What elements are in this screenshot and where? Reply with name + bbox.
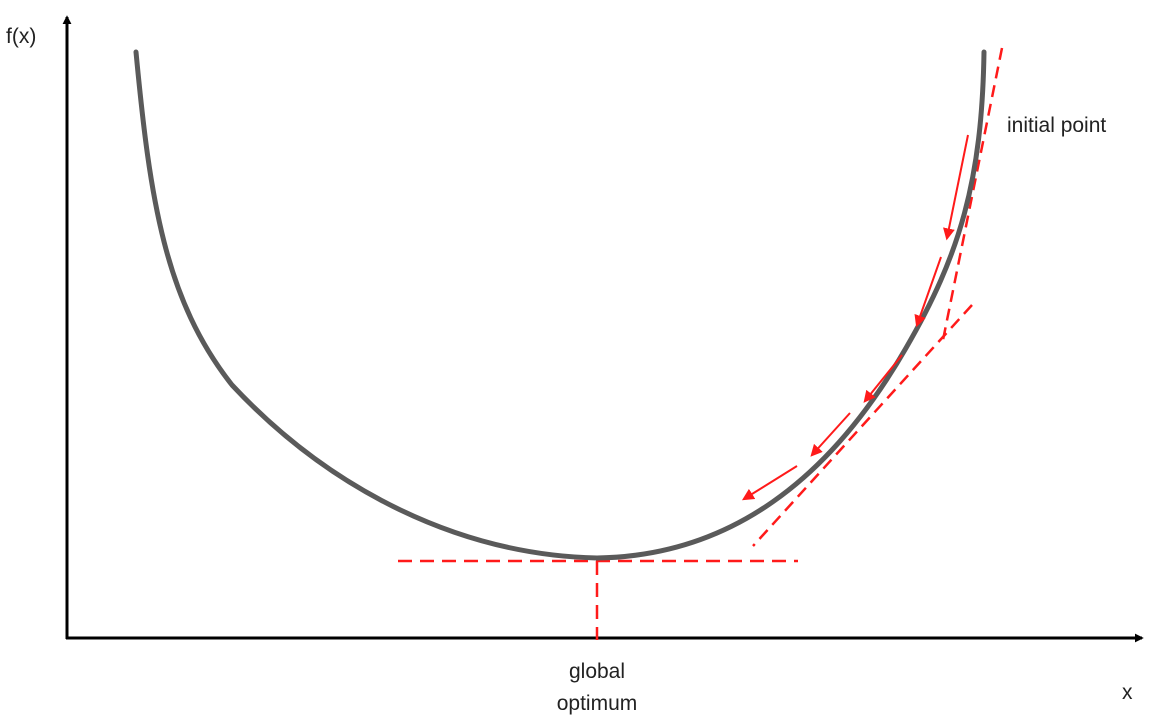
y-axis-label: f(x) <box>6 25 36 48</box>
step-arrow-2 <box>914 256 942 328</box>
step-arrow-4 <box>810 412 851 457</box>
function-curve <box>133 49 987 561</box>
global-optimum-label-line1: global <box>569 660 625 683</box>
initial-point-label: initial point <box>1007 114 1106 137</box>
descent-arrows <box>741 134 969 501</box>
step-arrow-3 <box>863 354 903 403</box>
x-axis-label: x <box>1122 681 1133 704</box>
steep-tangent-line <box>941 47 1004 341</box>
step-arrow-5 <box>741 465 798 501</box>
step-arrow-1 <box>943 134 969 241</box>
shallow-tangent-line <box>752 304 973 547</box>
global-optimum-label-line2: optimum <box>557 692 638 715</box>
